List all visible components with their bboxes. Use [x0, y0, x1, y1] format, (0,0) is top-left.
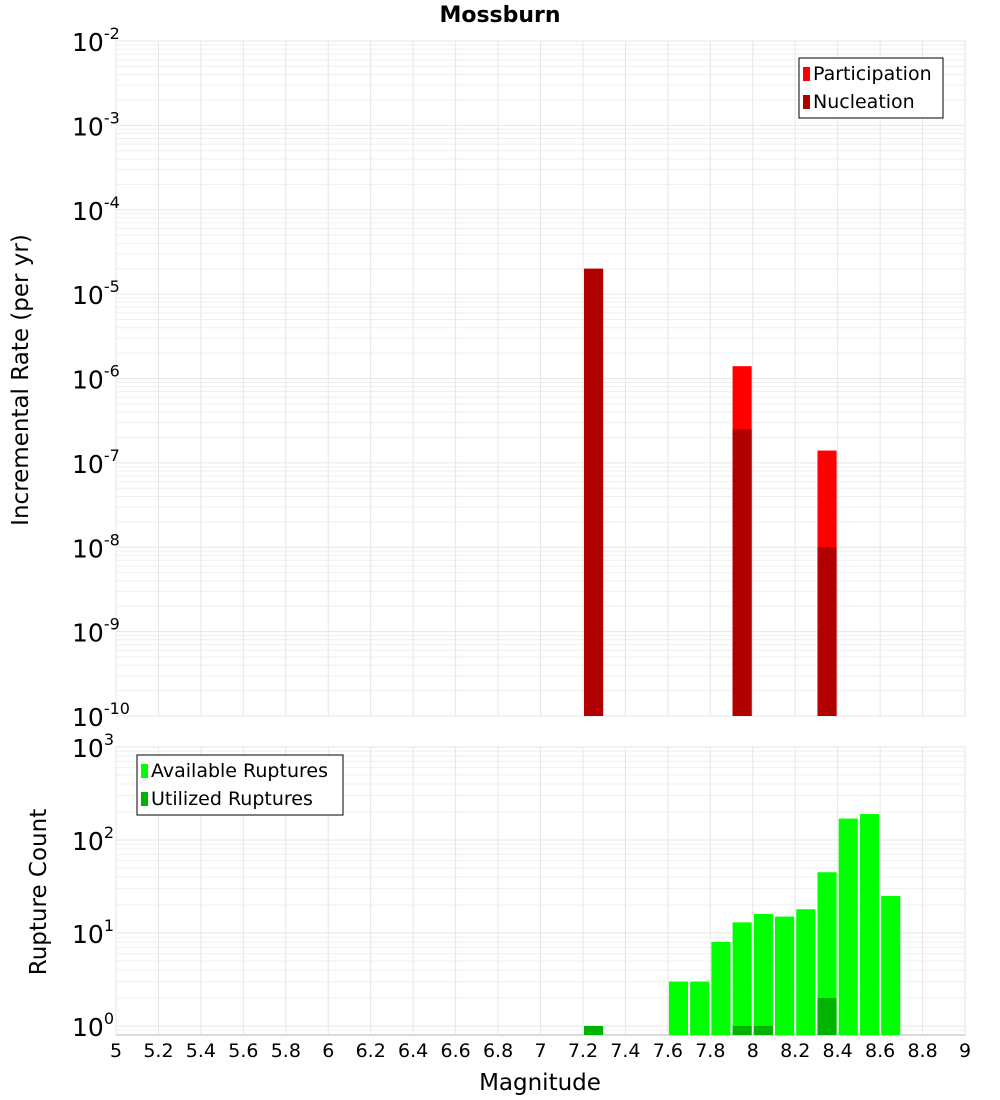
- x-tick-label: 5: [110, 1040, 122, 1062]
- x-tick-label: 6.2: [356, 1040, 386, 1062]
- x-tick-label: 5.8: [271, 1040, 301, 1062]
- y-tick-exponent: 3: [104, 730, 114, 749]
- y-tick-exponent: -2: [104, 24, 120, 43]
- y-tick-label: 101: [72, 916, 114, 949]
- bar-available-ruptures: [817, 872, 837, 1035]
- legend-swatch: [803, 95, 810, 109]
- bar-utilized-ruptures: [584, 1025, 604, 1035]
- y-tick-exponent: 2: [104, 823, 114, 842]
- chart-title: Mossburn: [439, 3, 560, 28]
- legend: [136, 754, 344, 816]
- y-tick-base: 10: [72, 534, 104, 563]
- y-tick-exponent: -9: [104, 615, 120, 634]
- y-tick-exponent: -7: [104, 446, 120, 465]
- y-tick-label: 100: [72, 1009, 114, 1042]
- bar-available-ruptures: [775, 916, 795, 1035]
- x-tick-label: 7.2: [568, 1040, 598, 1062]
- bar-utilized-ruptures: [753, 1025, 773, 1035]
- x-tick-label: 6.8: [483, 1040, 513, 1062]
- x-tick-label: 6.4: [398, 1040, 428, 1062]
- bar-available-ruptures: [838, 818, 858, 1035]
- bar-available-ruptures: [711, 942, 731, 1035]
- x-tick-label: 5.4: [186, 1040, 216, 1062]
- x-tick-label: 6: [322, 1040, 334, 1062]
- legend-swatch: [141, 764, 148, 778]
- legend-label: Nucleation: [813, 91, 915, 113]
- y-tick-exponent: -6: [104, 362, 120, 381]
- y-tick-exponent: 1: [104, 916, 114, 935]
- y-tick-base: 10: [72, 281, 104, 310]
- y-tick-exponent: -4: [104, 193, 120, 212]
- x-axis-label: Magnitude: [479, 1070, 601, 1096]
- y-tick-label: 10-6: [72, 362, 120, 395]
- y-tick-exponent: -5: [104, 277, 120, 296]
- y-tick-label: 103: [72, 730, 114, 763]
- y-tick-base: 10: [72, 619, 104, 648]
- y-tick-base: 10: [72, 366, 104, 395]
- y-tick-base: 10: [72, 827, 104, 856]
- x-tick-label: 9: [959, 1040, 971, 1062]
- bar-available-ruptures: [796, 909, 816, 1035]
- y-tick-label: 10-9: [72, 615, 120, 648]
- bar-available-ruptures: [881, 895, 901, 1035]
- y-tick-label: 10-3: [72, 108, 120, 141]
- bar-utilized-ruptures: [732, 1025, 752, 1035]
- y-tick-base: 10: [72, 450, 104, 479]
- legend-label: Available Ruptures: [151, 760, 328, 782]
- bar-nucleation: [817, 547, 837, 716]
- top-y-axis-label: Incremental Rate (per yr): [8, 234, 34, 526]
- y-tick-label: 10-10: [72, 699, 130, 732]
- legend-label: Utilized Ruptures: [151, 788, 313, 810]
- y-tick-label: 10-5: [72, 277, 120, 310]
- legend-label: Participation: [813, 63, 932, 85]
- y-tick-base: 10: [72, 112, 104, 141]
- rate-plot: 10-1010-910-810-710-610-510-410-310-2Par…: [72, 24, 966, 732]
- x-tick-label: 6.6: [440, 1040, 470, 1062]
- bar-nucleation: [584, 268, 604, 716]
- y-tick-label: 10-4: [72, 193, 120, 226]
- y-tick-exponent: -3: [104, 108, 120, 127]
- y-tick-base: 10: [72, 734, 104, 763]
- y-tick-label: 10-8: [72, 530, 120, 563]
- bar-utilized-ruptures: [817, 997, 837, 1035]
- x-tick-label: 8: [747, 1040, 759, 1062]
- legend-swatch: [141, 792, 148, 806]
- x-tick-label: 8.4: [823, 1040, 853, 1062]
- x-tick-label: 7: [534, 1040, 546, 1062]
- bar-available-ruptures: [859, 814, 880, 1035]
- x-tick-label: 7.8: [695, 1040, 725, 1062]
- y-tick-base: 10: [72, 703, 104, 732]
- y-tick-base: 10: [72, 1013, 104, 1042]
- x-tick-label: 7.4: [610, 1040, 640, 1062]
- bar-available-ruptures: [732, 922, 752, 1035]
- x-tick-label: 5.2: [143, 1040, 173, 1062]
- x-tick-label: 5.6: [228, 1040, 258, 1062]
- x-tick-label: 8.6: [865, 1040, 895, 1062]
- x-tick-label: 8.2: [780, 1040, 810, 1062]
- bar-available-ruptures: [753, 914, 773, 1035]
- y-tick-exponent: -8: [104, 530, 120, 549]
- y-tick-exponent: 0: [104, 1009, 114, 1028]
- bar-nucleation: [732, 429, 752, 716]
- legend-swatch: [803, 67, 810, 81]
- y-tick-label: 10-2: [72, 24, 120, 57]
- y-tick-base: 10: [72, 920, 104, 949]
- legend: [798, 57, 944, 119]
- y-tick-label: 102: [72, 823, 114, 856]
- x-tick-label: 8.8: [907, 1040, 937, 1062]
- y-tick-label: 10-7: [72, 446, 120, 479]
- x-tick-label: 7.6: [653, 1040, 683, 1062]
- y-tick-base: 10: [72, 28, 104, 57]
- bar-available-ruptures: [668, 981, 689, 1035]
- bottom-y-axis-label: Rupture Count: [26, 809, 52, 975]
- y-tick-exponent: -10: [104, 699, 130, 718]
- y-tick-base: 10: [72, 197, 104, 226]
- bar-available-ruptures: [690, 981, 710, 1035]
